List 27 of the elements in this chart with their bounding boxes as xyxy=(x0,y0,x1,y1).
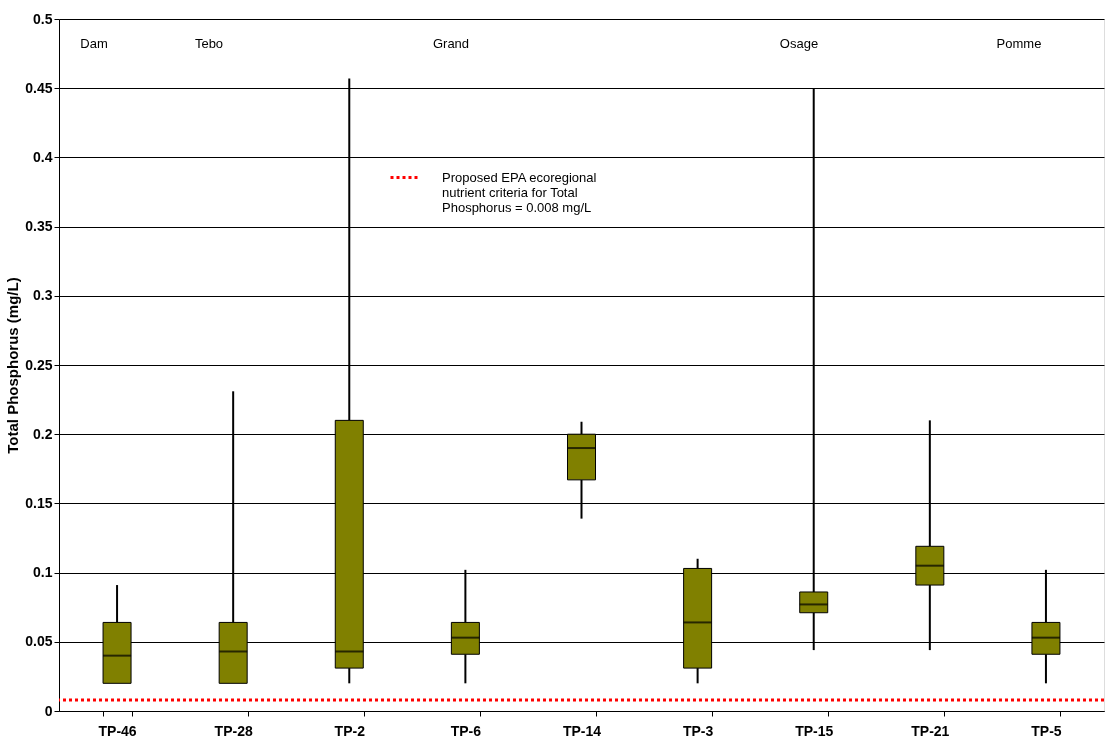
y-tick-label: 0.05 xyxy=(25,633,53,650)
y-tick-label: 0.15 xyxy=(25,494,53,511)
y-tick-label: 0.45 xyxy=(25,79,53,96)
y-tick-label: 0.2 xyxy=(33,425,53,442)
y-tick-label: 0.5 xyxy=(33,10,53,27)
y-tick-label: 0.25 xyxy=(25,356,53,373)
x-tick-label: TP-5 xyxy=(1031,722,1062,739)
y-tick-label: 0.4 xyxy=(33,148,53,165)
annotation: Pomme xyxy=(996,36,1042,51)
annotation: Osage xyxy=(779,36,819,51)
y-tick-label: 0.1 xyxy=(33,564,53,581)
annotation: Tebo xyxy=(194,36,224,51)
x-tick-label: TP-2 xyxy=(334,722,366,739)
annotation: Dam xyxy=(80,36,108,51)
x-tick-label: TP-3 xyxy=(682,722,714,739)
x-tick-label: TP-28 xyxy=(214,722,253,739)
x-tick-label: TP-14 xyxy=(562,722,602,739)
y-tick-label: 0 xyxy=(44,702,53,719)
y-tick-label: 0.35 xyxy=(25,218,53,235)
legend-label: Proposed EPA ecoregional nutrient criteria for Total Phosphorus = 0.008 mg/L xyxy=(442,169,597,215)
y-axis-title: Total Phosphorus (mg/L) xyxy=(4,277,22,454)
y-tick-label: 0.3 xyxy=(33,287,53,304)
x-tick-label: TP-6 xyxy=(450,722,482,739)
x-tick-label: TP-15 xyxy=(795,722,834,739)
x-tick-label: TP-21 xyxy=(911,722,950,739)
x-tick-label: TP-46 xyxy=(98,722,137,739)
annotation: Grand xyxy=(432,36,470,51)
